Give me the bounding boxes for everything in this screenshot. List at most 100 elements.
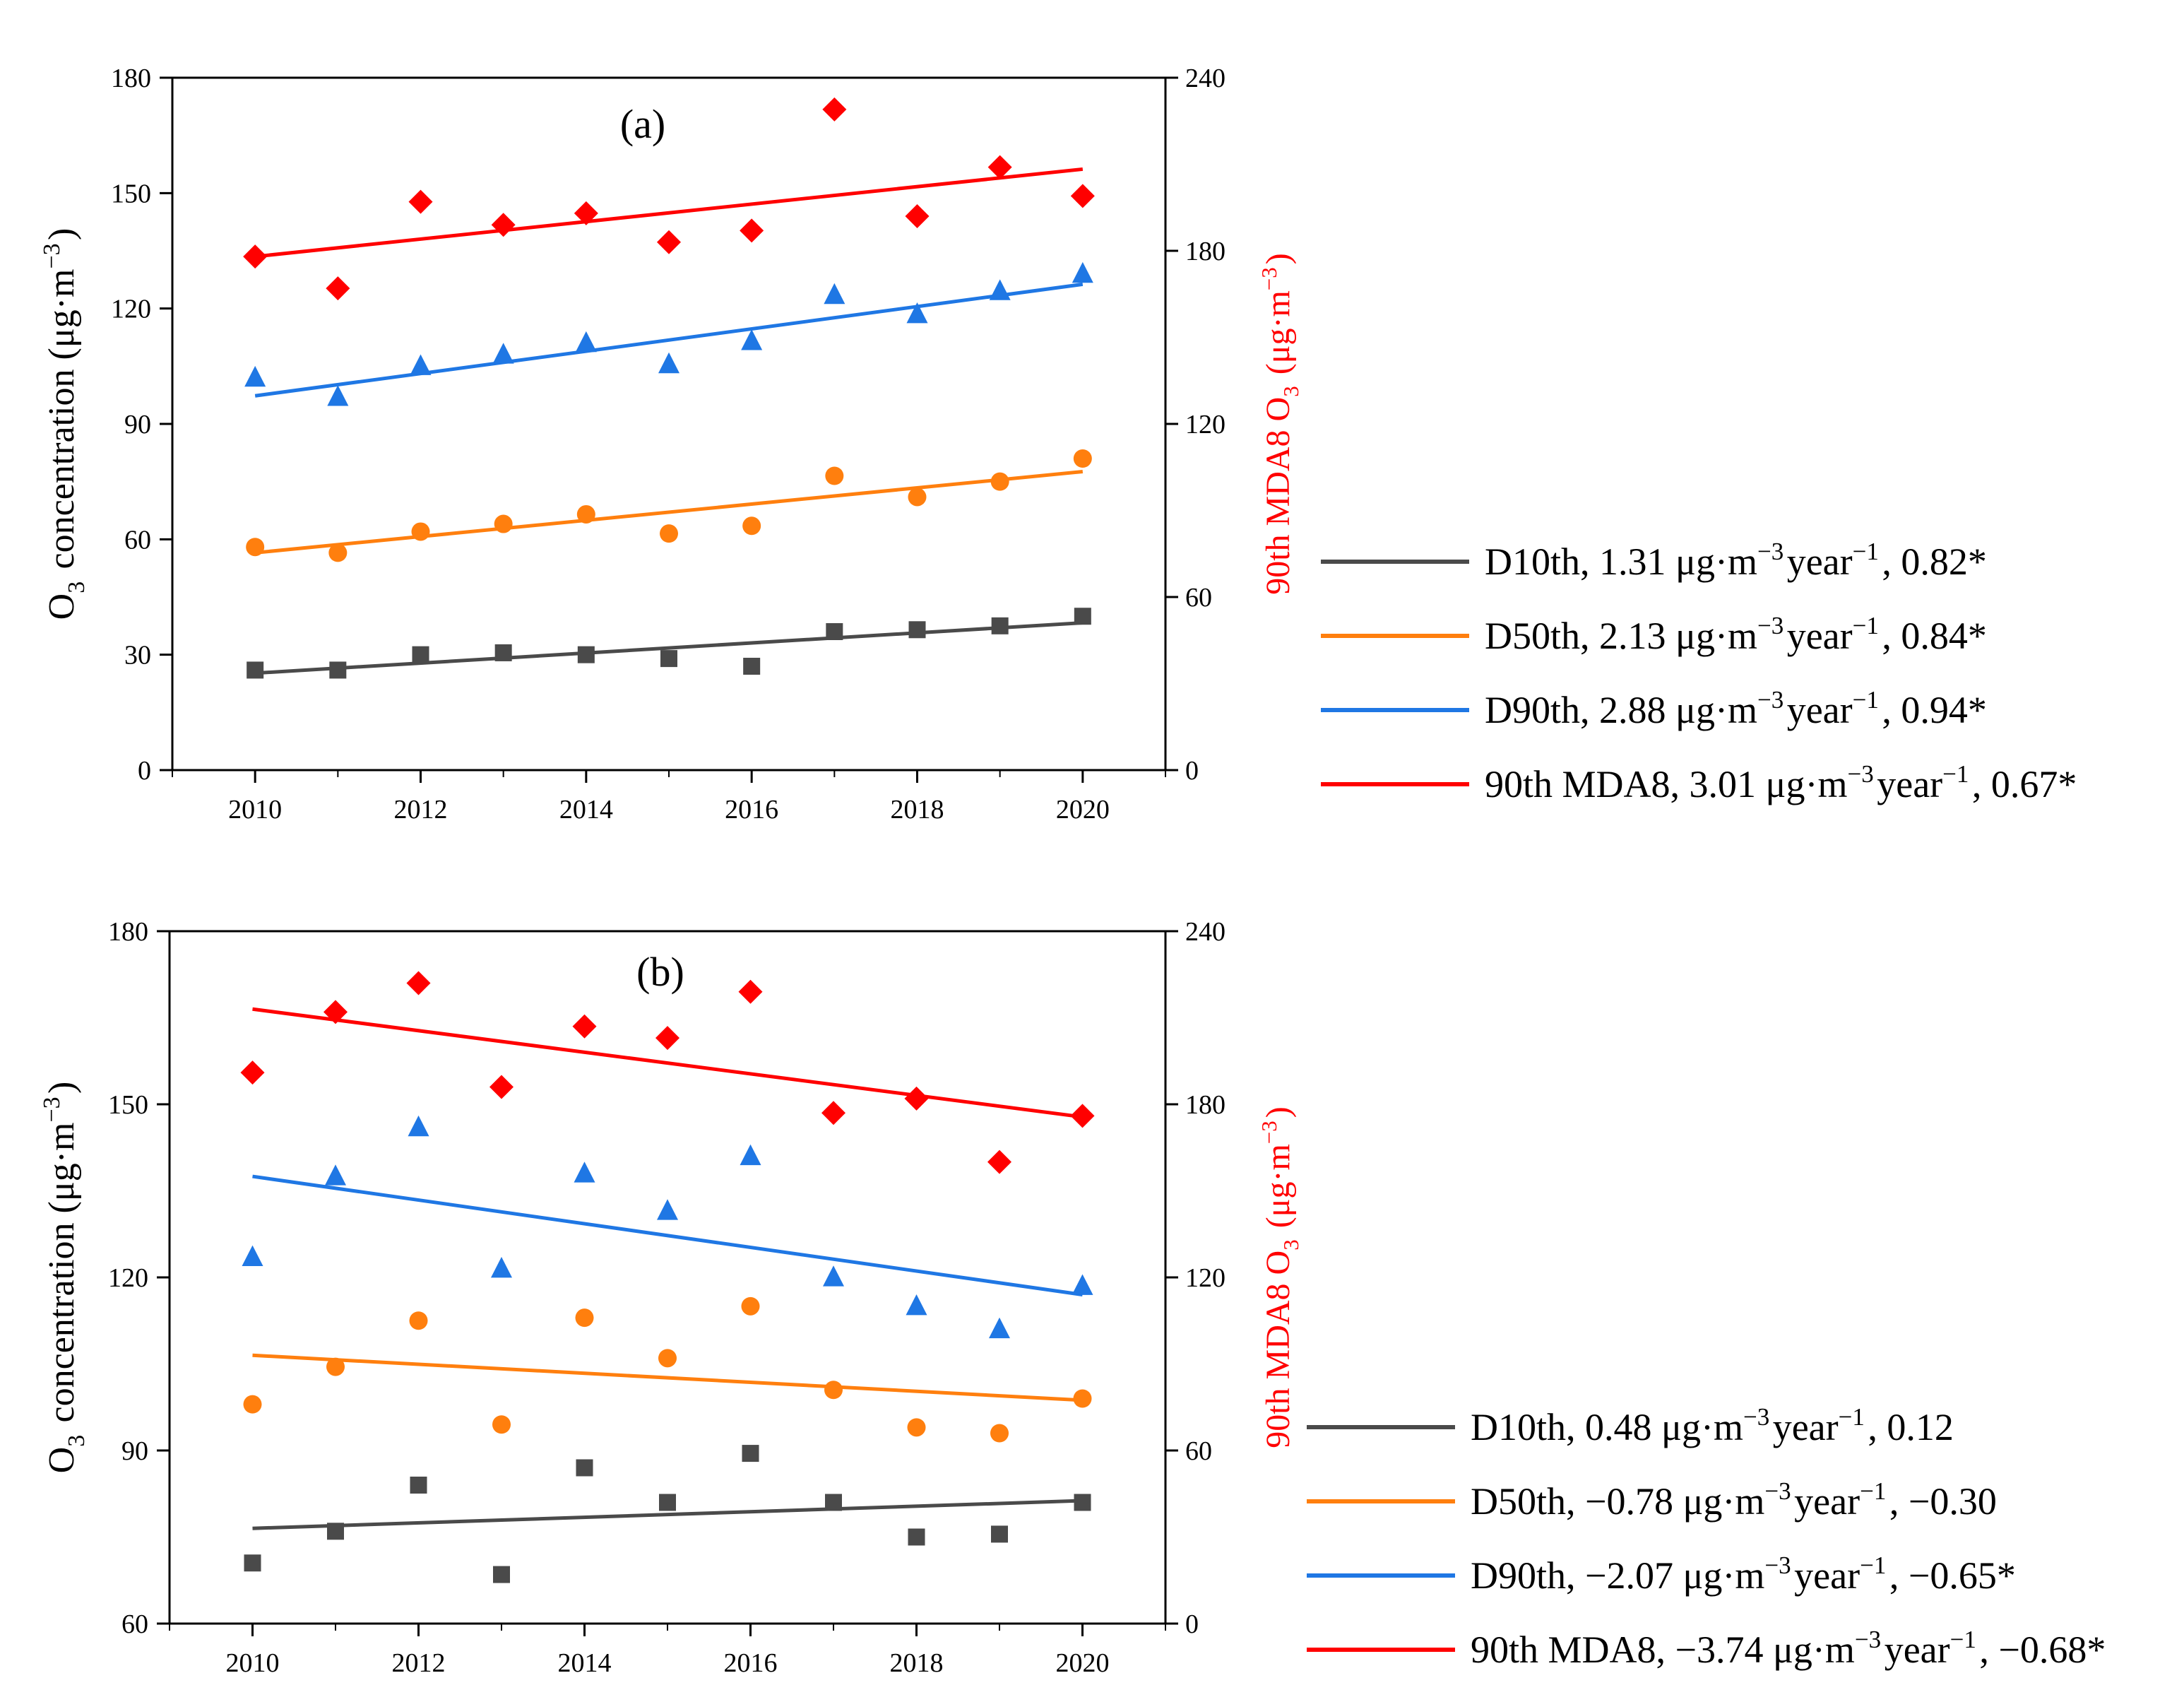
- data-point: [991, 1525, 1008, 1543]
- y-tick-label: 180: [108, 917, 148, 947]
- data-point: [576, 504, 595, 524]
- y2-axis-title: 90th MDA8 O3 (μg·m−3 ): [1257, 1106, 1303, 1448]
- data-point: [406, 971, 431, 995]
- series-d90th: [242, 1115, 1093, 1339]
- data-point: [821, 1101, 845, 1125]
- x-tick-label: 2016: [724, 1648, 778, 1678]
- data-point: [575, 331, 597, 353]
- y2-tick-label: 180: [1185, 1090, 1225, 1120]
- data-point: [824, 283, 845, 305]
- data-point: [906, 302, 928, 324]
- data-point: [990, 1424, 1009, 1443]
- data-point: [655, 1026, 679, 1051]
- y-tick-label: 30: [124, 641, 151, 670]
- data-point: [493, 1566, 510, 1583]
- y-tick-label: 0: [138, 756, 151, 786]
- data-point: [410, 1477, 427, 1494]
- data-point: [240, 1060, 265, 1085]
- data-point: [242, 1245, 263, 1267]
- data-point: [904, 1086, 929, 1111]
- legend-entry: D10th, 1.31 μg·m−3 year−1 , 0.82*: [1485, 538, 1987, 583]
- y-tick-label: 90: [124, 410, 151, 439]
- data-point: [409, 1311, 428, 1330]
- legend-entry: 90th MDA8, 3.01 μg·m−3 year−1 , 0.67*: [1485, 760, 2077, 805]
- data-point: [492, 343, 514, 364]
- data-point: [244, 1554, 261, 1572]
- data-point: [908, 621, 926, 639]
- data-point: [577, 646, 595, 663]
- data-point: [907, 1418, 926, 1437]
- data-point: [494, 514, 513, 533]
- y2-tick-label: 240: [1185, 917, 1225, 947]
- y2-axis-title: 90th MDA8 O3 (μg·m−3 ): [1257, 253, 1303, 595]
- data-point: [822, 97, 847, 122]
- data-point: [987, 155, 1012, 179]
- data-point: [908, 487, 927, 507]
- y2-tick-label: 0: [1185, 756, 1199, 786]
- data-point: [411, 522, 430, 541]
- data-point: [327, 385, 349, 406]
- panel-a: 2010 2012 2014 2016 2018 2020 0 30 60 90 120 150 180…: [39, 64, 2077, 825]
- data-point: [243, 1395, 262, 1414]
- x-tick-label: 2020: [1056, 795, 1110, 825]
- data-point: [824, 1381, 843, 1400]
- data-point: [991, 617, 1009, 634]
- data-point: [410, 354, 432, 375]
- data-point: [658, 1349, 677, 1368]
- data-point: [247, 661, 264, 679]
- panel-label: (a): [620, 101, 665, 147]
- data-point: [491, 1256, 512, 1278]
- data-point: [825, 1494, 842, 1511]
- x-tick-label: 2018: [891, 795, 944, 825]
- data-point: [1073, 449, 1092, 468]
- y-tick-label: 60: [124, 525, 151, 555]
- y-tick-label: 90: [121, 1436, 148, 1466]
- data-point: [741, 329, 763, 350]
- y2-tick-label: 0: [1185, 1609, 1199, 1639]
- trend-line: [252, 1174, 1083, 1296]
- series-90th-mda8: [243, 97, 1095, 301]
- data-point: [657, 230, 681, 254]
- data-point: [742, 1445, 759, 1462]
- data-point: [1074, 608, 1091, 625]
- data-point: [1074, 1494, 1091, 1511]
- data-point: [246, 538, 265, 557]
- data-point: [326, 276, 350, 301]
- data-point: [1072, 261, 1093, 283]
- data-point: [989, 279, 1011, 300]
- y2-tick-label: 240: [1185, 64, 1225, 93]
- data-point: [1070, 1104, 1095, 1128]
- data-point: [574, 1162, 595, 1183]
- data-point: [572, 1014, 597, 1039]
- y-tick-label: 60: [121, 1609, 148, 1639]
- data-point: [574, 201, 598, 225]
- series-d90th: [244, 261, 1093, 406]
- data-point: [1070, 184, 1095, 208]
- data-point: [575, 1308, 594, 1328]
- data-point: [908, 1528, 925, 1546]
- data-point: [658, 352, 679, 374]
- data-point: [243, 244, 268, 269]
- series-d50th: [243, 1296, 1092, 1443]
- x-tick-label: 2014: [559, 795, 613, 825]
- data-point: [1072, 1274, 1093, 1295]
- legend-entry: D50th, −0.78 μg·m−3 year−1 , −0.30: [1471, 1477, 1997, 1523]
- data-point: [329, 661, 347, 679]
- data-point: [743, 658, 761, 675]
- x-tick-label: 2014: [558, 1648, 612, 1678]
- panel-label: (b): [636, 949, 684, 995]
- y2-tick-label: 180: [1185, 237, 1225, 266]
- data-point: [823, 1265, 844, 1287]
- data-point: [412, 646, 429, 663]
- data-point: [740, 1144, 761, 1166]
- x-tick-label: 2010: [228, 795, 282, 825]
- data-point: [325, 1164, 346, 1186]
- y2-tick-label: 120: [1185, 1263, 1225, 1293]
- legend-entry: D90th, −2.07 μg·m−3 year−1 , −0.65*: [1471, 1552, 2016, 1597]
- y2-tick-label: 60: [1185, 583, 1212, 613]
- series-d50th: [246, 449, 1092, 562]
- data-point: [826, 623, 843, 640]
- panel-b: 2010 2012 2014 2016 2018 2020 60 90 120 150 180 0 60…: [39, 917, 2106, 1678]
- y2-tick-label: 60: [1185, 1436, 1212, 1466]
- y-axis-title: O3 concentration (μg·m−3 ): [39, 228, 90, 620]
